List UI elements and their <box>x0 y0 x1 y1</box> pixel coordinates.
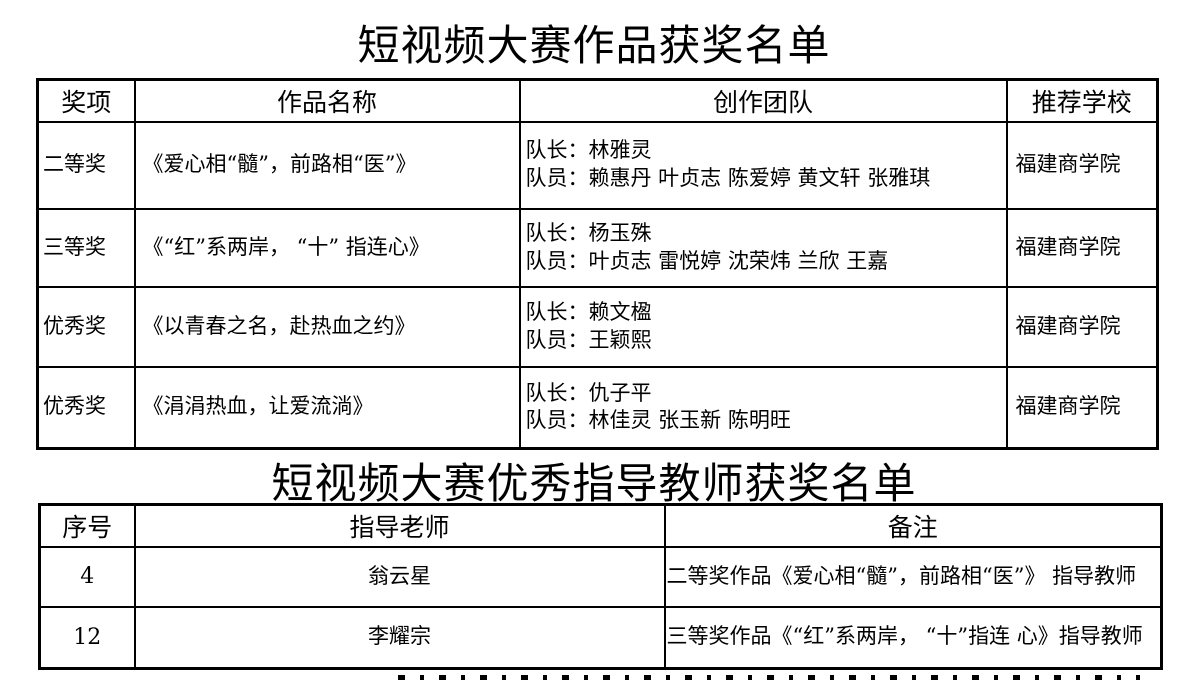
team-cell: 队长：杨玉殊 队员：叶贞志 雷悦婷 沈荣炜 兰欣 王嘉 <box>518 207 1008 288</box>
table-row: 三等奖 《“红”系两岸， “十” 指连心》 队长：杨玉殊 队员：叶贞志 雷悦婷 … <box>36 207 1159 288</box>
table-row: 优秀奖 《以青春之名，赴热血之约》 队长：赖文楹 队员：王颖熙 福建商学院 <box>36 285 1159 368</box>
remark-cell: 三等奖作品《“红”系两岸， “十”指连 心》指导教师 <box>663 605 1163 670</box>
cropped-next-heading-strokes <box>398 675 1140 680</box>
team-leader: 队长：赖文楹 <box>525 299 652 324</box>
header-serial-number: 序号 <box>38 503 136 548</box>
award-cell: 优秀奖 <box>36 285 136 368</box>
table-row: 优秀奖 《涓涓热血，让爱流淌》 队长：仇子平 队员：林佳灵 张玉新 陈明旺 福建… <box>36 365 1159 450</box>
remark-cell: 二等奖作品《爱心相“髓”，前路相“医”》 指导教师 <box>663 545 1163 608</box>
header-work-name: 作品名称 <box>133 78 521 123</box>
table-header-row: 奖项 作品名称 创作团队 推荐学校 <box>36 78 1159 123</box>
teacher-name-cell: 翁云星 <box>133 545 666 608</box>
school-cell: 福建商学院 <box>1005 207 1159 288</box>
school-cell: 福建商学院 <box>1005 285 1159 368</box>
team-cell: 队长：林雅灵 队员：赖惠丹 叶贞志 陈爱婷 黄文轩 张雅琪 <box>518 120 1008 210</box>
award-cell: 优秀奖 <box>36 365 136 450</box>
table-row: 4 翁云星 二等奖作品《爱心相“髓”，前路相“医”》 指导教师 <box>38 545 1163 608</box>
teachers-award-table: 序号 指导老师 备注 4 翁云星 二等奖作品《爱心相“髓”，前路相“医”》 指导… <box>38 503 1163 670</box>
team-cell: 队长：赖文楹 队员：王颖熙 <box>518 285 1008 368</box>
team-members: 队员：林佳灵 张玉新 陈明旺 <box>525 408 791 433</box>
award-cell: 二等奖 <box>36 120 136 210</box>
teachers-award-list-title: 短视频大赛优秀指导教师获奖名单 <box>271 459 917 508</box>
team-members: 队员：叶贞志 雷悦婷 沈荣炜 兰欣 王嘉 <box>525 248 889 273</box>
serial-number-cell: 12 <box>38 605 136 670</box>
table-header-row: 序号 指导老师 备注 <box>38 503 1163 548</box>
work-name-cell: 《涓涓热血，让爱流淌》 <box>133 365 521 450</box>
team-cell: 队长：仇子平 队员：林佳灵 张玉新 陈明旺 <box>518 365 1008 450</box>
work-name-cell: 《以青春之名，赴热血之约》 <box>133 285 521 368</box>
work-name-cell: 《“红”系两岸， “十” 指连心》 <box>133 207 521 288</box>
teacher-name-cell: 李耀宗 <box>133 605 666 670</box>
team-members: 队员：赖惠丹 叶贞志 陈爱婷 黄文轩 张雅琪 <box>525 166 931 190</box>
header-guidance-teacher: 指导老师 <box>133 503 666 548</box>
header-remark: 备注 <box>663 503 1163 548</box>
award-cell: 三等奖 <box>36 207 136 288</box>
header-award: 奖项 <box>36 78 136 123</box>
table-row: 12 李耀宗 三等奖作品《“红”系两岸， “十”指连 心》指导教师 <box>38 605 1163 670</box>
school-cell: 福建商学院 <box>1005 120 1159 210</box>
works-award-list-title: 短视频大赛作品获奖名单 <box>357 21 831 70</box>
works-award-table: 奖项 作品名称 创作团队 推荐学校 二等奖 《爱心相“髓”，前路相“医”》 队长… <box>36 78 1159 450</box>
team-members: 队员：王颖熙 <box>525 327 652 352</box>
header-recommending-school: 推荐学校 <box>1005 78 1159 123</box>
team-leader: 队长：仇子平 <box>525 380 652 405</box>
header-creation-team: 创作团队 <box>518 78 1008 123</box>
school-cell: 福建商学院 <box>1005 365 1159 450</box>
work-name-cell: 《爱心相“髓”，前路相“医”》 <box>133 120 521 210</box>
team-leader: 队长：杨玉殊 <box>525 220 652 245</box>
serial-number-cell: 4 <box>38 545 136 608</box>
team-leader: 队长：林雅灵 <box>525 138 652 163</box>
table-row: 二等奖 《爱心相“髓”，前路相“医”》 队长：林雅灵 队员：赖惠丹 叶贞志 陈爱… <box>36 120 1159 210</box>
